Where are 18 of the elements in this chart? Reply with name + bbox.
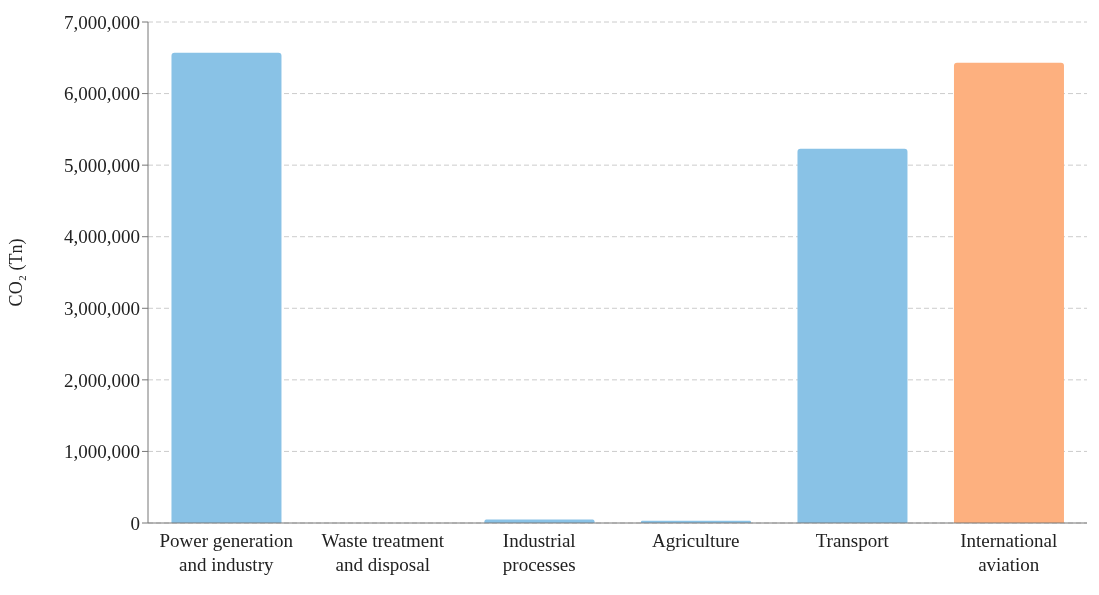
x-tick-label: Industrial processes xyxy=(502,530,576,575)
y-tick-label: 4,000,000 xyxy=(64,226,140,248)
x-tick-label: Waste treatment and disposal xyxy=(321,530,445,575)
y-tick-label: 0 xyxy=(130,512,140,534)
x-tick-label: Transport xyxy=(815,530,890,551)
bar xyxy=(797,148,908,523)
y-tick-label: 6,000,000 xyxy=(64,83,140,105)
bar xyxy=(171,52,282,523)
x-tick-label: International aviation xyxy=(960,530,1058,575)
x-tick-label: Power generation and industry xyxy=(159,530,294,575)
y-tick-label: 5,000,000 xyxy=(64,154,140,176)
x-tick-label: Agriculture xyxy=(651,530,740,551)
y-tick-label: 1,000,000 xyxy=(64,441,140,463)
bar xyxy=(953,62,1064,523)
y-tick-label: 3,000,000 xyxy=(64,298,140,320)
y-axis-title: CO₂ (Tn) xyxy=(6,238,27,307)
y-tick-label: 7,000,000 xyxy=(64,11,140,33)
y-tick-label: 2,000,000 xyxy=(64,369,140,391)
